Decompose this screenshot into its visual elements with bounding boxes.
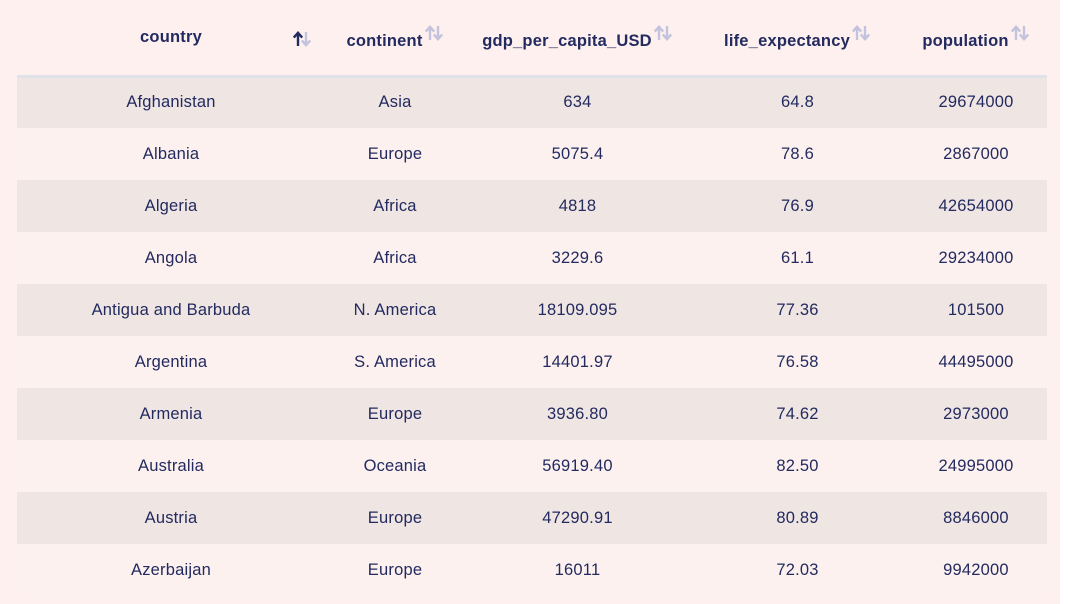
- column-label-country: country: [140, 27, 202, 46]
- cell-continent: N. America: [353, 300, 437, 319]
- cell-gdp-per-capita-usd: 4818: [558, 196, 597, 215]
- cell-gdp-per-capita-usd: 47290.91: [542, 508, 613, 527]
- table-row: Afghanistan Asia 634 64.8 29674000: [17, 76, 1047, 128]
- header-row: country continent: [17, 0, 1047, 78]
- cell-country: Armenia: [139, 404, 203, 423]
- table-row: Austria Europe 47290.91 80.89 8846000: [17, 492, 1047, 544]
- cell-continent: Europe: [367, 508, 423, 527]
- cell-life-expectancy: 72.03: [776, 560, 819, 579]
- sort-icon[interactable]: [851, 24, 871, 42]
- cell-country: Algeria: [144, 196, 198, 215]
- sort-icon[interactable]: [1010, 24, 1030, 42]
- cell-country: Afghanistan: [126, 93, 216, 112]
- cell-continent: Africa: [373, 196, 417, 215]
- column-label-life-expectancy: life_expectancy: [724, 31, 850, 50]
- column-header-population[interactable]: population: [905, 0, 1047, 78]
- cell-life-expectancy: 80.89: [776, 508, 819, 527]
- cell-gdp-per-capita-usd: 634: [563, 93, 592, 112]
- cell-country: Azerbaijan: [131, 560, 211, 579]
- cell-life-expectancy: 82.50: [776, 456, 819, 475]
- cell-life-expectancy: 76.58: [776, 352, 819, 371]
- cell-life-expectancy: 76.9: [781, 196, 814, 215]
- cell-gdp-per-capita-usd: 16011: [554, 560, 601, 579]
- cell-population: 44495000: [938, 352, 1014, 371]
- table-row: Australia Oceania 56919.40 82.50 2499500…: [17, 440, 1047, 492]
- cell-population: 8846000: [943, 508, 1009, 527]
- table-row: Argentina S. America 14401.97 76.58 4449…: [17, 336, 1047, 388]
- cell-life-expectancy: 78.6: [781, 144, 814, 163]
- cell-country: Australia: [138, 456, 204, 475]
- cell-country: Argentina: [134, 352, 208, 371]
- sort-icon[interactable]: [653, 24, 673, 42]
- sort-ascending-icon[interactable]: [292, 30, 312, 48]
- table-row: Antigua and Barbuda N. America 18109.095…: [17, 284, 1047, 336]
- cell-gdp-per-capita-usd: 56919.40: [542, 456, 613, 475]
- column-header-life-expectancy[interactable]: life_expectancy: [690, 0, 905, 78]
- cell-country: Angola: [144, 248, 198, 267]
- cell-population: 42654000: [938, 196, 1014, 215]
- table-row: Azerbaijan Europe 16011 72.03 9942000: [17, 544, 1047, 596]
- table-body: Afghanistan Asia 634 64.8 29674000 Alban…: [17, 76, 1047, 596]
- column-label-continent: continent: [346, 31, 423, 50]
- table-row: Algeria Africa 4818 76.9 42654000: [17, 180, 1047, 232]
- sort-icon[interactable]: [424, 24, 444, 42]
- cell-life-expectancy: 61.1: [781, 248, 814, 267]
- column-label-population: population: [922, 31, 1009, 50]
- cell-gdp-per-capita-usd: 3936.80: [546, 404, 609, 423]
- table-row: Armenia Europe 3936.80 74.62 2973000: [17, 388, 1047, 440]
- column-header-gdp-per-capita-usd[interactable]: gdp_per_capita_USD: [465, 0, 690, 78]
- cell-country: Austria: [144, 508, 198, 527]
- table-row: Albania Europe 5075.4 78.6 2867000: [17, 128, 1047, 180]
- cell-country: Antigua and Barbuda: [91, 300, 251, 319]
- column-header-continent[interactable]: continent: [325, 0, 465, 78]
- column-label-gdp-per-capita-usd: gdp_per_capita_USD: [482, 31, 652, 50]
- cell-life-expectancy: 64.8: [781, 93, 814, 112]
- countries-table: country continent: [17, 0, 1047, 596]
- cell-continent: Asia: [378, 93, 412, 112]
- cell-continent: Europe: [367, 560, 423, 579]
- cell-gdp-per-capita-usd: 3229.6: [551, 248, 604, 267]
- cell-gdp-per-capita-usd: 14401.97: [542, 352, 613, 371]
- cell-population: 101500: [947, 300, 1005, 319]
- cell-country: Albania: [142, 144, 200, 163]
- cell-continent: S. America: [354, 352, 436, 371]
- cell-continent: Europe: [367, 404, 423, 423]
- column-header-country[interactable]: country: [17, 0, 325, 78]
- cell-population: 24995000: [938, 456, 1014, 475]
- cell-population: 2973000: [943, 404, 1009, 423]
- cell-life-expectancy: 74.62: [776, 404, 819, 423]
- table-row: Angola Africa 3229.6 61.1 29234000: [17, 232, 1047, 284]
- cell-population: 2867000: [943, 144, 1009, 163]
- cell-population: 29234000: [938, 248, 1014, 267]
- cell-continent: Europe: [367, 144, 423, 163]
- cell-life-expectancy: 77.36: [776, 300, 819, 319]
- cell-population: 29674000: [938, 93, 1014, 112]
- table-header: country continent: [17, 0, 1047, 78]
- cell-continent: Oceania: [363, 456, 427, 475]
- cell-gdp-per-capita-usd: 18109.095: [537, 300, 618, 319]
- cell-population: 9942000: [943, 560, 1009, 579]
- cell-continent: Africa: [373, 248, 417, 267]
- cell-gdp-per-capita-usd: 5075.4: [551, 144, 604, 163]
